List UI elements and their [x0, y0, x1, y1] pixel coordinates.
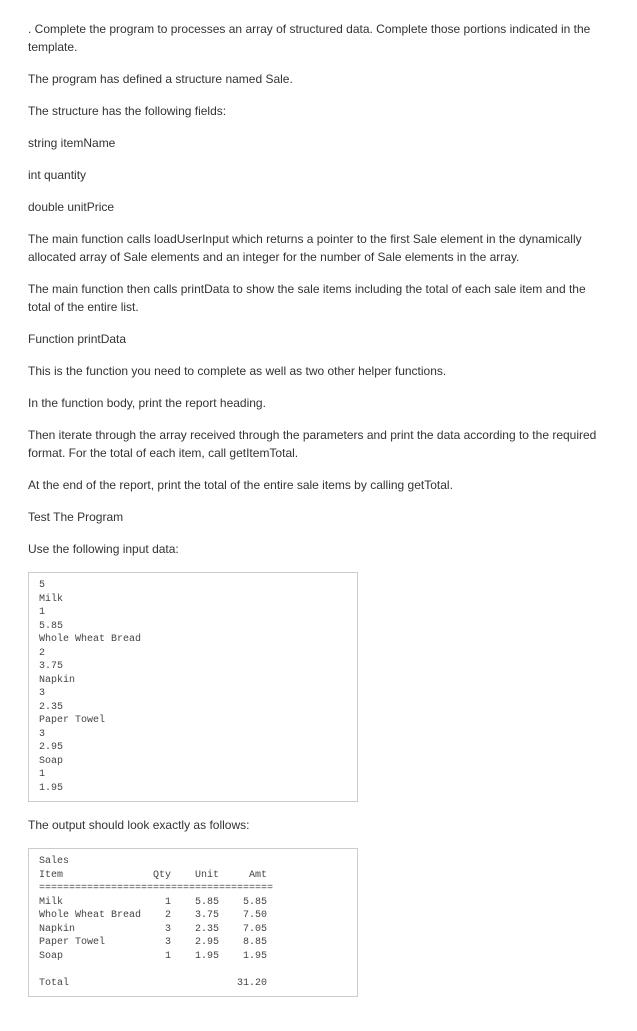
paragraph-field-itemname: string itemName	[28, 134, 609, 152]
code-box-output: Sales Item Qty Unit Amt ================…	[28, 848, 358, 997]
paragraph-function-heading: Function printData	[28, 330, 609, 348]
paragraph-input-data-label: Use the following input data:	[28, 540, 609, 558]
paragraph-intro: . Complete the program to processes an a…	[28, 20, 609, 56]
paragraph-function-body: In the function body, print the report h…	[28, 394, 609, 412]
paragraph-main-printdata: The main function then calls printData t…	[28, 280, 609, 316]
paragraph-structure-intro: The program has defined a structure name…	[28, 70, 609, 88]
paragraph-function-complete: This is the function you need to complet…	[28, 362, 609, 380]
paragraph-main-loaduserinput: The main function calls loadUserInput wh…	[28, 230, 609, 266]
paragraph-test-heading: Test The Program	[28, 508, 609, 526]
code-box-input: 5 Milk 1 5.85 Whole Wheat Bread 2 3.75 N…	[28, 572, 358, 802]
paragraph-fields-intro: The structure has the following fields:	[28, 102, 609, 120]
paragraph-iterate: Then iterate through the array received …	[28, 426, 609, 462]
paragraph-end-report: At the end of the report, print the tota…	[28, 476, 609, 494]
paragraph-field-unitprice: double unitPrice	[28, 198, 609, 216]
paragraph-output-label: The output should look exactly as follow…	[28, 816, 609, 834]
paragraph-field-quantity: int quantity	[28, 166, 609, 184]
